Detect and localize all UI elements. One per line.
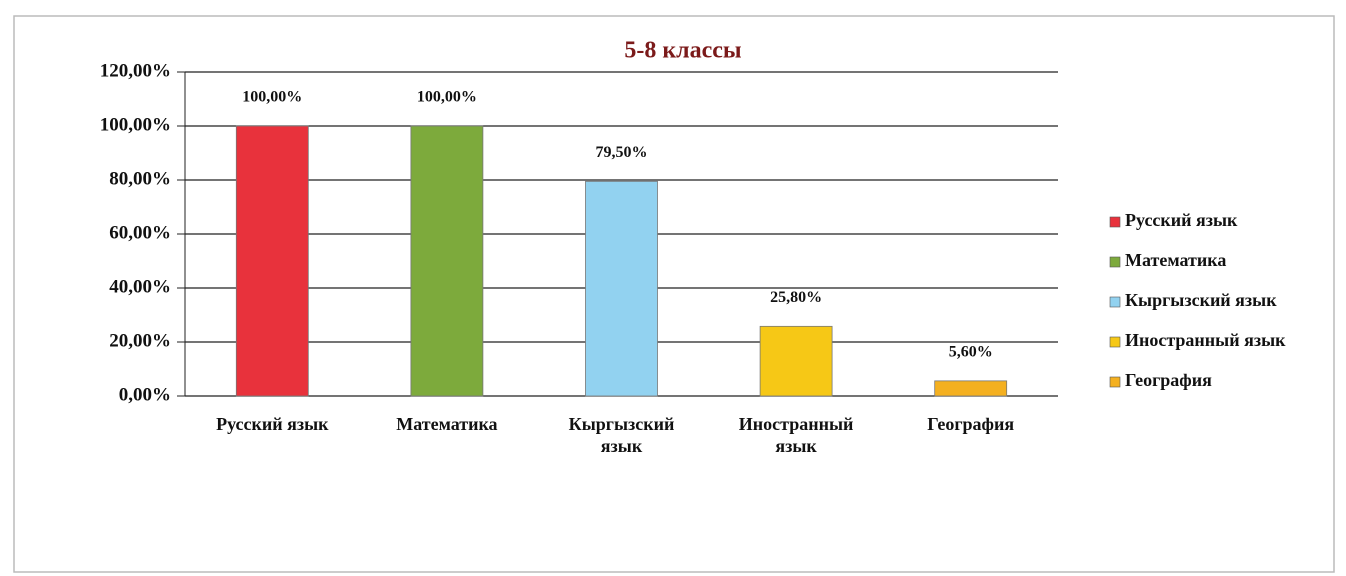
legend-swatch <box>1109 256 1121 268</box>
chart-title: 5-8 классы <box>624 38 742 64</box>
value-label: 25,80% <box>770 289 822 306</box>
x-tick-label: Иностранный язык <box>738 414 854 456</box>
x-tick-label: Математика <box>396 414 498 434</box>
bar <box>235 125 309 397</box>
y-tick-label: 60,00% <box>109 222 171 243</box>
bar <box>934 380 1008 397</box>
y-tick-label: 120,00% <box>100 60 171 81</box>
bar <box>410 125 484 397</box>
legend-swatch <box>1109 216 1121 228</box>
value-label: 5,60% <box>949 344 993 361</box>
legend-swatch <box>1109 336 1121 348</box>
value-label: 79,50% <box>596 144 648 161</box>
bar <box>759 325 833 397</box>
y-tick-label: 20,00% <box>109 330 171 351</box>
value-label: 100,00% <box>417 89 477 106</box>
bar <box>585 180 658 397</box>
legend-label: Математика <box>1125 250 1226 270</box>
x-tick-label: Кыргызский язык <box>568 414 675 456</box>
legend-label: Иностранный язык <box>1125 330 1286 350</box>
y-tick-label: 0,00% <box>119 384 171 405</box>
y-tick-label: 40,00% <box>109 276 171 297</box>
legend-swatch <box>1109 296 1121 308</box>
frame <box>13 15 1335 573</box>
y-tick-label: 80,00% <box>109 168 171 189</box>
legend-swatch <box>1109 376 1121 388</box>
value-label: 100,00% <box>242 89 302 106</box>
legend-label: География <box>1125 370 1212 390</box>
x-tick-label: Русский язык <box>216 414 329 434</box>
x-tick-label: География <box>927 414 1015 434</box>
legend-label: Русский язык <box>1125 210 1238 230</box>
legend-label: Кыргызский язык <box>1125 290 1277 310</box>
y-tick-label: 100,00% <box>100 114 171 135</box>
